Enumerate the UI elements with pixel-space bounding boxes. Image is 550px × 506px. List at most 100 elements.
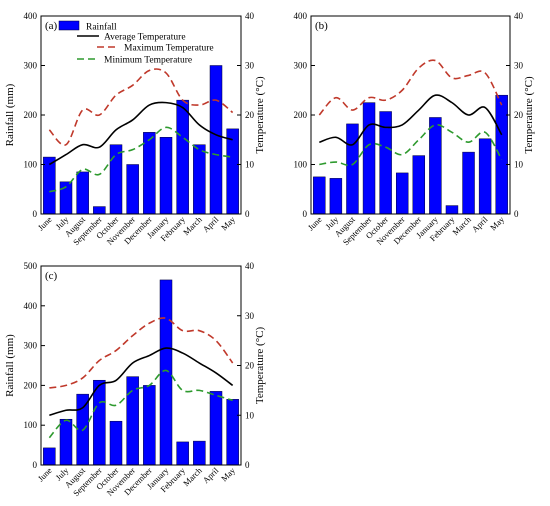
rainfall-bar — [93, 379, 106, 466]
rainfall-bar — [76, 171, 89, 215]
x-tick-label: March — [181, 214, 204, 237]
y-axis-label: Rainfall (mm) — [4, 334, 16, 397]
rainfall-bar — [126, 376, 139, 466]
rainfall-bar — [462, 151, 475, 215]
y2-tick-label: 0 — [245, 209, 250, 219]
legend-swatch-rainfall — [58, 20, 80, 31]
y-tick-label: 100 — [24, 160, 38, 170]
average-temperature-line — [319, 94, 503, 146]
panel-label: (a) — [45, 20, 58, 32]
rainfall-bar — [43, 447, 56, 466]
rainfall-bar — [193, 440, 206, 466]
rainfall-bar — [362, 102, 376, 215]
y-tick-label: 0 — [303, 209, 308, 219]
minimum-temperature-line — [319, 123, 503, 167]
y-tick-label: 200 — [24, 110, 38, 120]
y2-tick-label: 20 — [514, 110, 524, 120]
maximum-temperature-line — [48, 68, 234, 146]
legend-label: Rainfall — [86, 22, 117, 33]
rainfall-bar — [209, 65, 223, 215]
x-tick-label: May — [219, 214, 238, 233]
average-temperature-line — [48, 101, 233, 166]
y2-tick-label: 30 — [245, 61, 255, 71]
x-tick-label: June — [306, 214, 324, 232]
legend-label: Minimum Temperature — [104, 56, 192, 66]
y-tick-label: 400 — [24, 11, 38, 21]
y2-tick-label: 40 — [245, 11, 255, 21]
rainfall-bar — [346, 123, 359, 215]
rainfall-bar — [313, 176, 326, 215]
y-tick-label: 300 — [24, 341, 38, 351]
x-tick-label: June — [36, 214, 54, 232]
y2-tick-label: 0 — [245, 460, 250, 470]
x-tick-label: March — [181, 465, 204, 488]
rainfall-bar — [126, 164, 139, 215]
y2-tick-label: 10 — [245, 410, 255, 420]
y2-tick-label: 20 — [245, 361, 255, 371]
y2-tick-label: 0 — [514, 209, 519, 219]
rainfall-bar — [159, 279, 173, 466]
y-tick-label: 100 — [24, 420, 38, 430]
rainfall-bar — [193, 144, 206, 215]
y-tick-label: 400 — [294, 11, 308, 21]
y2-tick-label: 10 — [245, 160, 255, 170]
rainfall-bar — [176, 99, 189, 215]
y2-axis-label: Temperature (°C) — [523, 76, 535, 154]
rainfall-bar — [495, 94, 508, 215]
rainfall-bar — [176, 441, 189, 466]
rainfall-bar — [143, 385, 156, 466]
panel-label: (b) — [315, 20, 328, 32]
legend-label: Maximum Temperature — [124, 44, 214, 54]
y2-tick-label: 10 — [514, 160, 524, 170]
legend-label: Average Temperature — [104, 33, 186, 43]
x-tick-label: April — [201, 214, 221, 234]
rainfall-bar — [159, 137, 173, 215]
rainfall-bar — [429, 117, 442, 215]
rainfall-bar — [226, 128, 239, 215]
rainfall-bar — [445, 205, 459, 215]
rainfall-bar — [329, 178, 343, 215]
y2-tick-label: 30 — [514, 61, 524, 71]
minimum-temperature-line — [49, 126, 233, 193]
y2-tick-label: 40 — [514, 11, 524, 21]
maximum-temperature-line — [49, 317, 234, 389]
y2-tick-label: 40 — [245, 261, 255, 271]
y-tick-label: 0 — [33, 209, 38, 219]
y-tick-label: 200 — [24, 380, 38, 390]
y2-tick-label: 20 — [245, 110, 255, 120]
y2-tick-label: 30 — [245, 311, 255, 321]
rainfall-bar — [93, 206, 106, 215]
x-tick-label: April — [470, 214, 490, 234]
average-temperature-line — [49, 347, 234, 417]
minimum-temperature-line — [48, 369, 233, 439]
y-tick-label: 400 — [24, 301, 38, 311]
y-tick-label: 100 — [294, 160, 308, 170]
x-tick-label: June — [36, 465, 54, 483]
rainfall-bar — [143, 132, 156, 215]
y-axis-label: Rainfall (mm) — [4, 83, 16, 146]
rainfall-bar — [59, 418, 73, 466]
rainfall-bar — [43, 156, 56, 215]
y2-axis-label: Temperature (°C) — [254, 76, 266, 154]
rainfall-bar — [226, 399, 239, 466]
y-tick-label: 200 — [294, 110, 308, 120]
y-tick-label: 300 — [24, 61, 38, 71]
maximum-temperature-line — [318, 59, 503, 116]
x-tick-label: May — [219, 465, 238, 484]
y-tick-label: 300 — [294, 61, 308, 71]
rainfall-bar — [478, 138, 492, 215]
x-tick-label: May — [488, 214, 507, 233]
y2-axis-label: Temperature (°C) — [254, 327, 266, 405]
rainfall-bar — [109, 420, 123, 466]
y-tick-label: 500 — [24, 261, 38, 271]
rainfall-bar — [412, 155, 426, 215]
x-tick-label: April — [201, 465, 221, 485]
rainfall-bar — [109, 144, 123, 215]
panel-label: (c) — [45, 270, 58, 282]
rainfall-bar — [395, 172, 409, 215]
rainfall-bar — [209, 391, 223, 466]
